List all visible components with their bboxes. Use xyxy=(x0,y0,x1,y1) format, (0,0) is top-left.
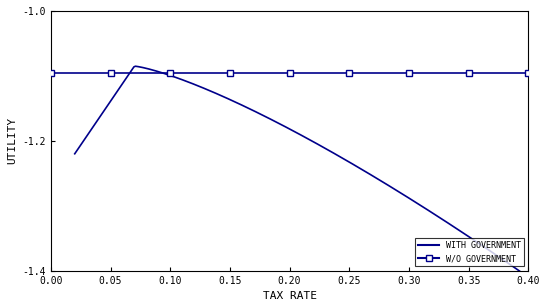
X-axis label: TAX RATE: TAX RATE xyxy=(263,291,317,301)
Legend: WITH GOVERNMENT, W/O GOVERNMENT: WITH GOVERNMENT, W/O GOVERNMENT xyxy=(415,238,524,266)
Y-axis label: UTILITY: UTILITY xyxy=(7,117,17,164)
